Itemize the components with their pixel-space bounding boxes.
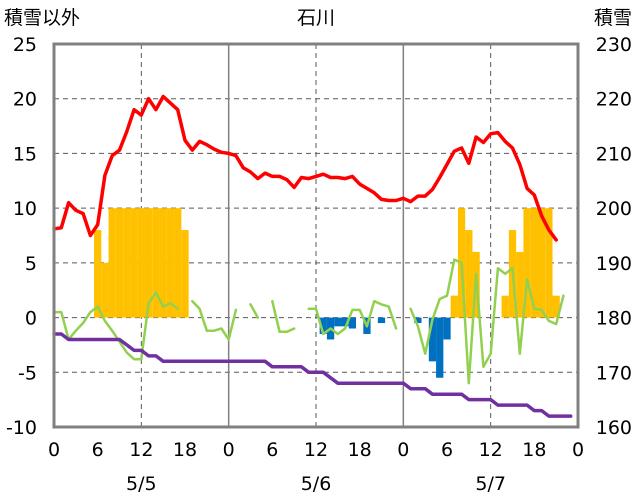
snowfall-bar bbox=[159, 208, 167, 318]
wind-line bbox=[52, 258, 565, 385]
snow_depth-line bbox=[52, 332, 573, 418]
right-axis-label: 積雪 bbox=[594, 7, 632, 29]
snowfall-bar bbox=[115, 208, 124, 318]
snowfall-bar bbox=[144, 208, 153, 318]
x-tick-label: 0 bbox=[48, 439, 60, 461]
snowfall-bar bbox=[501, 295, 509, 318]
plot-frame bbox=[52, 42, 580, 429]
x-tick-label: 12 bbox=[479, 439, 503, 461]
snowfall-bar bbox=[334, 317, 342, 327]
snowfall-bar bbox=[545, 208, 553, 318]
series-lines bbox=[52, 94, 573, 418]
snowfall-bar bbox=[137, 208, 145, 318]
snowfall-bar bbox=[152, 208, 160, 318]
left-tick-label: 5 bbox=[25, 253, 37, 275]
right-tick-label: 220 bbox=[596, 89, 632, 111]
x-tick-label: 6 bbox=[266, 439, 278, 461]
x-tick-label: 0 bbox=[397, 439, 409, 461]
snowfall-bar bbox=[436, 317, 444, 378]
snowfall-bar bbox=[348, 317, 357, 329]
snowfall-bar bbox=[181, 230, 189, 318]
snowfall-bar bbox=[130, 208, 138, 318]
right-axis-ticks: 230 220 210 200 190 180 170 160 bbox=[596, 34, 632, 439]
left-tick-label: 20 bbox=[13, 89, 37, 111]
date-label: 5/5 bbox=[126, 473, 157, 495]
snowfall-bar bbox=[94, 230, 102, 318]
x-tick-label: 18 bbox=[522, 439, 546, 461]
date-label: 5/7 bbox=[475, 473, 506, 495]
snowfall-bar bbox=[377, 317, 386, 324]
x-tick-label: 12 bbox=[304, 439, 328, 461]
snowfall-bar bbox=[523, 208, 531, 318]
snowfall-bar bbox=[108, 208, 116, 318]
snowfall-bar bbox=[465, 230, 473, 318]
snowfall-bar bbox=[319, 317, 327, 334]
snowfall-bar bbox=[450, 295, 458, 318]
left-tick-label: 0 bbox=[25, 308, 37, 330]
right-tick-label: 160 bbox=[596, 417, 632, 439]
left-axis-ticks: 25 20 15 10 5 0 -5 -10 bbox=[6, 34, 37, 439]
x-tick-label: 0 bbox=[223, 439, 235, 461]
snowfall-bar bbox=[537, 208, 546, 318]
snowfall-bar bbox=[341, 317, 349, 327]
date-labels: 5/5 5/6 5/7 bbox=[126, 473, 506, 495]
snowfall-bar bbox=[443, 317, 451, 340]
left-tick-label: 10 bbox=[13, 198, 37, 220]
x-axis-ticks: 0 6 12 18 0 6 12 18 0 6 12 18 0 bbox=[48, 439, 584, 461]
date-label: 5/6 bbox=[301, 473, 332, 495]
chart-title: 石川 bbox=[297, 7, 335, 29]
snowfall-bar bbox=[101, 262, 109, 318]
left-axis-label: 積雪以外 bbox=[4, 7, 80, 29]
snowfall-bar bbox=[516, 251, 524, 318]
x-tick-label: 18 bbox=[173, 439, 197, 461]
snowfall-bar bbox=[174, 208, 182, 318]
temperature-line bbox=[52, 94, 558, 242]
right-tick-label: 170 bbox=[596, 362, 632, 384]
x-tick-label: 0 bbox=[572, 439, 584, 461]
snowfall-bar bbox=[552, 295, 560, 318]
snowfall-bar bbox=[428, 317, 437, 362]
right-tick-label: 230 bbox=[596, 34, 632, 56]
snowfall-bar bbox=[166, 208, 175, 318]
snowfall-bar bbox=[123, 208, 131, 318]
right-tick-label: 210 bbox=[596, 143, 632, 165]
left-tick-label: -10 bbox=[6, 417, 37, 439]
right-tick-label: 200 bbox=[596, 198, 632, 220]
left-tick-label: -5 bbox=[18, 362, 37, 384]
snowfall-bar bbox=[530, 208, 538, 318]
right-tick-label: 180 bbox=[596, 308, 632, 330]
x-tick-label: 18 bbox=[348, 439, 372, 461]
snowfall-bar bbox=[414, 317, 422, 324]
left-tick-label: 25 bbox=[13, 34, 37, 56]
x-tick-label: 12 bbox=[129, 439, 153, 461]
x-tick-label: 6 bbox=[441, 439, 453, 461]
left-tick-label: 15 bbox=[13, 143, 37, 165]
right-tick-label: 190 bbox=[596, 253, 632, 275]
x-tick-label: 6 bbox=[92, 439, 104, 461]
